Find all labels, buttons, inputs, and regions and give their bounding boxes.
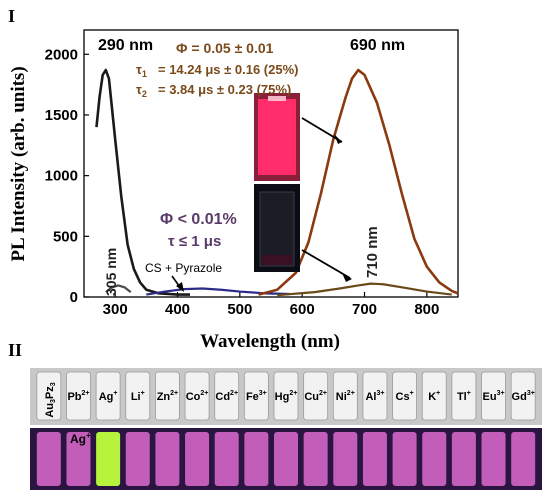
uv-vial (185, 432, 210, 486)
tau2-symbol: τ2 (136, 82, 147, 99)
vial-label: Zn2+ (157, 390, 178, 403)
vial-label: Cs+ (396, 390, 414, 403)
visible-vial (451, 371, 477, 421)
visible-vial (36, 371, 62, 421)
arrow-to-red (301, 117, 343, 143)
visible-vials (36, 371, 536, 421)
vial-label: Cu2+ (304, 390, 327, 403)
uv-vial (125, 432, 150, 486)
visible-vial (184, 371, 210, 421)
vial-label: Al3+ (365, 390, 384, 403)
label-710: 710 nm (364, 226, 381, 278)
visible-vial (421, 371, 447, 421)
vial-label: Co2+ (186, 390, 209, 403)
uv-vial (274, 432, 298, 486)
uv-vial (303, 432, 328, 486)
visible-vial (303, 371, 329, 421)
vial-label: K+ (428, 390, 440, 403)
visible-vial (125, 371, 151, 421)
y-tick-label: 0 (70, 289, 78, 306)
uv-vial (362, 432, 387, 486)
x-tick-label: 500 (227, 301, 252, 318)
uv-vial (481, 432, 506, 486)
vial-label: Pb2+ (67, 390, 89, 403)
uv-vial (422, 432, 447, 486)
visible-vial (66, 371, 91, 421)
y-tick-label: 500 (53, 228, 78, 245)
uv-vial (66, 432, 91, 486)
uv-ag-label: Ag+ (70, 431, 91, 446)
x-tick-label: 400 (165, 301, 190, 318)
visible-vial (392, 371, 417, 421)
visible-vial (155, 371, 180, 421)
vial-label: Fe3+ (246, 390, 267, 403)
panel-label-i: I (8, 6, 15, 26)
uv-vial (392, 432, 417, 486)
label-cs-pyrazole: CS + Pyrazole (145, 261, 222, 275)
uv-vial (511, 432, 536, 486)
arrowhead-cs (176, 282, 184, 292)
uv-vial (214, 432, 239, 486)
visible-vial (481, 371, 506, 421)
series-line-4 (258, 68, 459, 296)
vial-label: Ag+ (99, 390, 118, 403)
uv-vial (333, 432, 358, 486)
vial-label: Hg2+ (275, 390, 298, 403)
phi-top: Φ = 0.05 ± 0.01 (176, 40, 274, 56)
label-305: 305 nm (103, 248, 119, 296)
vial-label: Ni2+ (336, 390, 355, 403)
uv-vial (451, 432, 476, 486)
uv-vial (36, 432, 61, 486)
vial-label: Tl+ (457, 390, 471, 403)
arrowhead-dark (342, 273, 352, 282)
axis-ticks: 300 400 500 600 700 800 0 500 1000 1500 2000 (45, 46, 440, 318)
y-axis-label: PL Intensity (arb. units) (8, 66, 29, 261)
vial-label: Eu3+ (483, 390, 505, 403)
x-axis-label: Wavelength (nm) (200, 331, 340, 352)
y-tick-label: 1000 (45, 168, 78, 185)
uv-vial-ag (96, 432, 121, 486)
tau1-symbol: τ1 (136, 62, 147, 79)
series-line-2 (105, 284, 132, 294)
x-tick-label: 600 (290, 301, 315, 318)
visible-vial (332, 371, 358, 421)
uv-vial (155, 432, 180, 486)
visible-vial (273, 371, 299, 421)
tau2-value: = 3.84 μs ± 0.23 (75%) (158, 82, 291, 97)
x-tick-label: 300 (103, 301, 128, 318)
series-group (95, 68, 459, 297)
dark-vial-liquid (262, 255, 292, 265)
dark-vial (259, 191, 295, 267)
visible-vial (243, 371, 269, 421)
vial-label: Gd3+ (512, 390, 535, 403)
red-glow-vial (258, 99, 296, 175)
visible-vial (214, 371, 240, 421)
visible-vial (95, 371, 121, 421)
vial-label: Li+ (131, 390, 145, 403)
x-tick-label: 800 (414, 301, 439, 318)
peak-label-690: 690 nm (350, 37, 405, 54)
vial-label: Cd2+ (215, 390, 238, 403)
arrowhead-red (334, 134, 342, 144)
y-tick-label: 2000 (45, 46, 78, 63)
uv-vials (36, 432, 536, 486)
vial-labels: Au3Pz3 Pb2+ Ag+ Li+ Zn2+ Co2+ Cd2+ Fe3+ Hg2+ Cu2+… (44, 382, 535, 417)
visible-vial (362, 371, 388, 421)
y-tick-label: 1500 (45, 107, 78, 124)
series-line-5 (277, 282, 452, 297)
plot-frame (83, 29, 459, 298)
tau-bottom: τ ≤ 1 μs (168, 233, 221, 250)
x-tick-label: 700 (352, 301, 377, 318)
uv-vial (244, 432, 269, 486)
tau1-value: = 14.24 μs ± 0.16 (25%) (158, 62, 298, 77)
peak-label-290: 290 nm (98, 37, 153, 54)
visible-vial (510, 371, 536, 421)
panel-label-ii: II (8, 340, 22, 360)
phi-bottom: Φ < 0.01% (160, 211, 237, 228)
arrow-to-dark (301, 249, 351, 279)
red-vial-cap (268, 96, 286, 101)
vial-label: Au3Pz3 (44, 382, 57, 417)
